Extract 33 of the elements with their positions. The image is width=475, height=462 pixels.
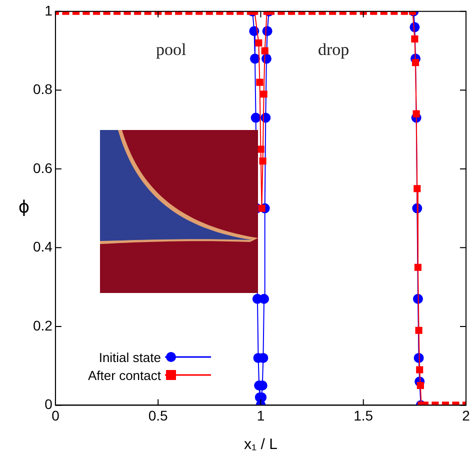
x-tick-label: 0.5: [148, 407, 168, 424]
point: [415, 326, 422, 334]
point: [258, 204, 266, 212]
point: [260, 90, 268, 98]
point: [250, 54, 260, 64]
x-tick-label: 2: [462, 407, 470, 424]
y-tick-label: 0.4: [32, 238, 53, 255]
point: [261, 47, 268, 54]
point: [256, 78, 264, 86]
point: [414, 185, 421, 192]
annotation: drop: [318, 40, 350, 60]
legend-label: After contact: [88, 368, 161, 382]
y-tick-label: 1: [44, 2, 53, 18]
point: [250, 112, 261, 123]
x-tick-label: 1: [256, 407, 265, 424]
y-tick-label: 0.8: [32, 81, 53, 98]
point: [411, 35, 418, 42]
point: [259, 294, 270, 304]
legend-label: Initial state: [98, 350, 161, 364]
point: [414, 264, 422, 271]
y-axis-title: ϕ: [18, 198, 30, 218]
point: [416, 382, 424, 390]
point: [412, 59, 420, 66]
point: [259, 158, 266, 165]
x-axis-title: x₁ / L: [244, 436, 278, 454]
y-tick-label: 0.2: [32, 317, 53, 334]
y-tick-label: 0: [44, 396, 53, 412]
point: [412, 110, 420, 118]
point: [416, 366, 424, 374]
annotation: pool: [156, 40, 186, 60]
y-tick-label: 0.6: [32, 160, 53, 176]
point: [255, 39, 262, 46]
x-tick-label: 1.5: [354, 407, 374, 424]
